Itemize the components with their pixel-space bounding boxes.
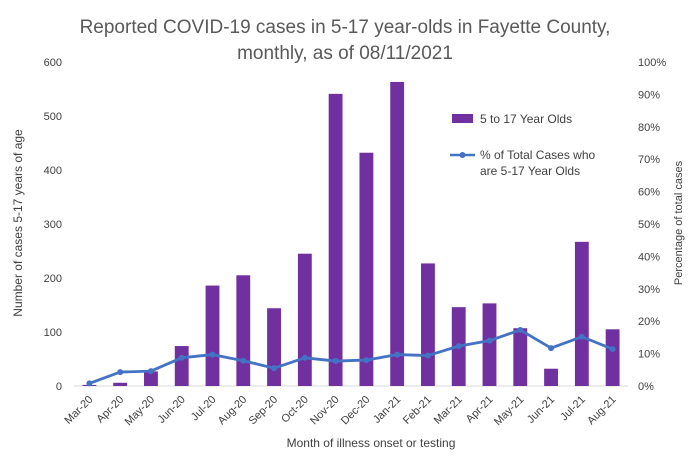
y2-tick-label: 80% — [638, 122, 660, 134]
bar-feb-21 — [421, 263, 435, 386]
x-tick-label: Nov-20 — [308, 394, 342, 428]
x-tick-label: Apr-20 — [94, 394, 126, 426]
bar-nov-20 — [328, 93, 343, 387]
bar-jan-21 — [390, 81, 405, 386]
y-tick-label: 600 — [44, 57, 62, 69]
bar-sep-20 — [267, 308, 281, 386]
bar-dec-20 — [359, 152, 374, 386]
x-tick-label: Aug-21 — [585, 394, 619, 428]
line-point-may-20 — [147, 368, 154, 375]
x-tick-label: Mar-21 — [432, 394, 465, 427]
line-point-jun-20 — [178, 354, 185, 361]
bar-may-20 — [144, 371, 158, 386]
bar-may-21 — [513, 328, 528, 386]
bar-aug-21 — [605, 329, 620, 386]
x-tick-label: Jun-21 — [525, 394, 557, 426]
y2-tick-label: 10% — [638, 349, 660, 361]
y-tick-label: 300 — [44, 219, 62, 231]
line-point-aug-21 — [609, 346, 616, 353]
bar-apr-21 — [482, 303, 497, 386]
bar-jul-21 — [574, 241, 589, 386]
x-tick-label: Feb-21 — [401, 394, 434, 427]
line-point-sep-20 — [271, 365, 278, 372]
x-axis-title: Month of illness onset or testing — [287, 436, 456, 450]
chart-title-line-1: Reported COVID-19 cases in 5-17 year-old… — [80, 17, 611, 38]
y2-tick-label: 60% — [638, 187, 660, 199]
x-tick-label: Apr-21 — [464, 394, 496, 426]
y2-tick-label: 30% — [638, 284, 660, 296]
line-point-jun-21 — [548, 345, 555, 352]
y-tick-label: 200 — [44, 273, 62, 285]
line-point-mar-20 — [86, 380, 93, 387]
y-tick-label: 400 — [44, 165, 62, 177]
bar-series — [82, 81, 620, 387]
x-tick-label: Jun-20 — [156, 394, 188, 426]
x-tick-label: Dec-20 — [339, 394, 373, 428]
bar-jul-20 — [205, 285, 220, 386]
line-point-nov-20 — [332, 358, 339, 365]
line-point-dec-20 — [363, 357, 370, 364]
x-tick-label: May-20 — [123, 394, 157, 428]
bar-aug-20 — [236, 275, 251, 386]
y2-tick-label: 70% — [638, 154, 660, 166]
line-point-jan-21 — [394, 351, 401, 358]
x-tick-label: Oct-20 — [279, 394, 311, 426]
legend-line-label-2: are 5-17 Year Olds — [480, 164, 580, 178]
legend-bar-swatch — [452, 114, 473, 123]
x-tick-label: Mar-20 — [62, 394, 95, 427]
y2-tick-label: 0% — [638, 381, 654, 393]
x-tick-label: Jan-21 — [371, 394, 403, 426]
bar-apr-20 — [113, 382, 128, 386]
y2-axis-title: Percentage of total cases — [673, 160, 685, 285]
legend: 5 to 17 Year Olds % of Total Cases who a… — [450, 112, 595, 178]
line-point-may-21 — [517, 326, 524, 333]
line-point-mar-21 — [455, 343, 462, 350]
y2-tick-label: 50% — [638, 219, 660, 231]
x-tick-label: Aug-20 — [216, 394, 250, 428]
legend-bar-label: 5 to 17 Year Olds — [480, 112, 572, 126]
line-point-jul-21 — [578, 333, 585, 340]
line-series-group — [86, 326, 616, 387]
chart-title: Reported COVID-19 cases in 5-17 year-old… — [80, 17, 611, 64]
y-tick-label: 500 — [44, 111, 62, 123]
legend-line-label-1: % of Total Cases who — [480, 148, 595, 162]
chart-title-line-2: monthly, as of 08/11/2021 — [237, 43, 453, 64]
y-axis-title: Number of cases 5-17 years of age — [11, 129, 25, 317]
line-point-jul-20 — [209, 351, 216, 358]
x-tick-label: Jul-20 — [189, 394, 219, 424]
y-tick-label: 0 — [56, 381, 62, 393]
bar-jun-21 — [544, 368, 558, 386]
x-tick-label: Jul-21 — [558, 394, 588, 424]
y2-tick-label: 40% — [638, 251, 660, 263]
bar-jun-20 — [174, 346, 189, 386]
y2-tick-label: 20% — [638, 316, 660, 328]
line-point-feb-21 — [424, 352, 431, 359]
y2-tick-label: 100% — [638, 57, 666, 69]
y2-tick-label: 90% — [638, 89, 660, 101]
line-point-oct-20 — [301, 354, 308, 361]
legend-line-marker — [459, 152, 466, 158]
bar-oct-20 — [297, 253, 312, 386]
line-point-apr-20 — [117, 369, 124, 376]
y-axis-left-ticks: 0 100 200 300 400 500 600 — [44, 57, 62, 393]
y-tick-label: 100 — [44, 327, 62, 339]
x-tick-label: Sep-20 — [247, 394, 281, 428]
y-axis-right-ticks: 0% 10% 20% 30% 40% 50% 60% 70% 80% 90% 100% — [638, 57, 666, 393]
line-point-aug-20 — [240, 357, 247, 364]
x-tick-label: May-21 — [492, 394, 526, 428]
percent-line — [88, 328, 614, 385]
line-point-apr-21 — [486, 337, 493, 344]
